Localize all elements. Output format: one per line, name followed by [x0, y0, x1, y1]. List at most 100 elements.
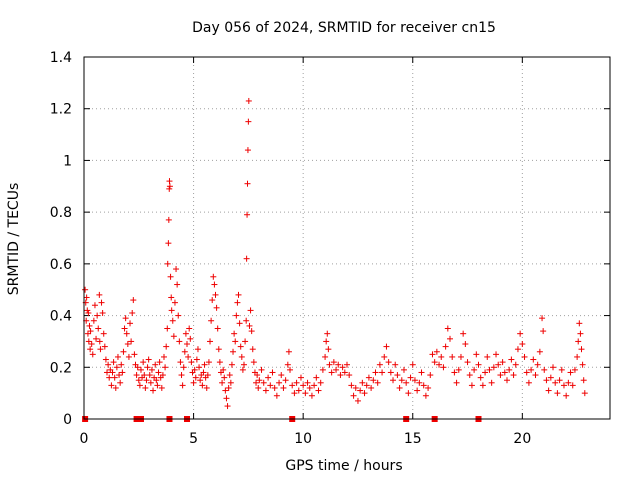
- data-point: [258, 366, 265, 373]
- data-point: [361, 390, 368, 397]
- data-point: [317, 379, 324, 386]
- data-point: [105, 361, 112, 368]
- data-point: [429, 351, 436, 358]
- data-point: [162, 364, 169, 371]
- data-point: [128, 338, 135, 345]
- data-point: [344, 361, 350, 368]
- data-point: [168, 294, 175, 301]
- data-point: [119, 369, 126, 376]
- data-point: [223, 395, 230, 402]
- data-point: [130, 297, 137, 304]
- data-point: [508, 356, 515, 363]
- data-point: [213, 304, 220, 311]
- data-point: [556, 377, 563, 384]
- data-point: [306, 384, 313, 391]
- data-point: [488, 379, 495, 386]
- data-point: [111, 374, 118, 381]
- x-tick-label: 10: [294, 431, 312, 447]
- data-point: [250, 359, 257, 366]
- data-point: [493, 351, 500, 358]
- data-point: [449, 353, 456, 360]
- data-point: [84, 330, 91, 337]
- data-point: [420, 382, 427, 389]
- data-point: [200, 369, 207, 376]
- data-point: [464, 359, 471, 366]
- data-point: [560, 382, 567, 389]
- data-point: [131, 351, 138, 358]
- data-point: [238, 353, 245, 360]
- data-point: [124, 341, 131, 348]
- data-point: [163, 343, 170, 350]
- data-point: [110, 359, 117, 366]
- data-point: [581, 390, 588, 397]
- data-point: [244, 180, 251, 187]
- data-point: [330, 359, 337, 366]
- data-point: [352, 384, 359, 391]
- data-point: [155, 369, 162, 376]
- data-point: [129, 309, 136, 316]
- data-point: [210, 273, 217, 280]
- data-point: [227, 379, 234, 386]
- data-point: [575, 338, 582, 345]
- data-point: [199, 382, 206, 389]
- data-point: [579, 361, 586, 368]
- data-point: [411, 377, 418, 384]
- data-point: [289, 382, 296, 389]
- data-point: [311, 382, 318, 389]
- data-point: [501, 369, 508, 376]
- data-point: [194, 346, 201, 353]
- data-point: [400, 366, 407, 373]
- data-point: [341, 369, 348, 376]
- data-point: [148, 366, 155, 373]
- data-point: [99, 309, 106, 316]
- data-point: [158, 384, 165, 391]
- data-point: [244, 211, 251, 218]
- data-point: [233, 312, 240, 319]
- data-point: [220, 366, 227, 373]
- data-point: [219, 379, 226, 386]
- data-point: [224, 403, 231, 410]
- data-point: [269, 369, 276, 376]
- data-point: [348, 382, 355, 389]
- data-point: [409, 361, 416, 368]
- data-point: [88, 341, 95, 348]
- data-point: [519, 341, 526, 348]
- data-point: [89, 351, 96, 358]
- data-point: [222, 387, 229, 394]
- data-point: [180, 364, 187, 371]
- data-point: [577, 330, 584, 337]
- data-point: [214, 325, 221, 332]
- data-point: [477, 374, 484, 381]
- data-point: [390, 377, 397, 384]
- data-point: [512, 361, 519, 368]
- data-point: [87, 346, 94, 353]
- data-point: [181, 348, 188, 355]
- data-point: [357, 387, 364, 394]
- data-point: [142, 384, 149, 391]
- data-point: [302, 390, 309, 397]
- data-point: [563, 392, 570, 399]
- data-point: [104, 369, 111, 376]
- data-point: [482, 369, 489, 376]
- data-point: [177, 359, 184, 366]
- data-point: [499, 359, 506, 366]
- data-point: [365, 374, 372, 381]
- data-point: [425, 384, 432, 391]
- data-point: [414, 387, 421, 394]
- data-point: [490, 364, 497, 371]
- data-point: [457, 353, 464, 360]
- data-point: [116, 372, 123, 379]
- y-tick-label: 0.6: [50, 257, 72, 273]
- data-point: [174, 281, 181, 288]
- data-point: [273, 392, 280, 399]
- data-point: [167, 273, 174, 280]
- x-tick-label: 0: [80, 431, 89, 447]
- data-point: [580, 377, 587, 384]
- data-point: [545, 387, 552, 394]
- data-point: [536, 348, 543, 355]
- data-point: [363, 382, 370, 389]
- data-point: [255, 384, 262, 391]
- data-point: [184, 341, 191, 348]
- data-point: [165, 240, 172, 247]
